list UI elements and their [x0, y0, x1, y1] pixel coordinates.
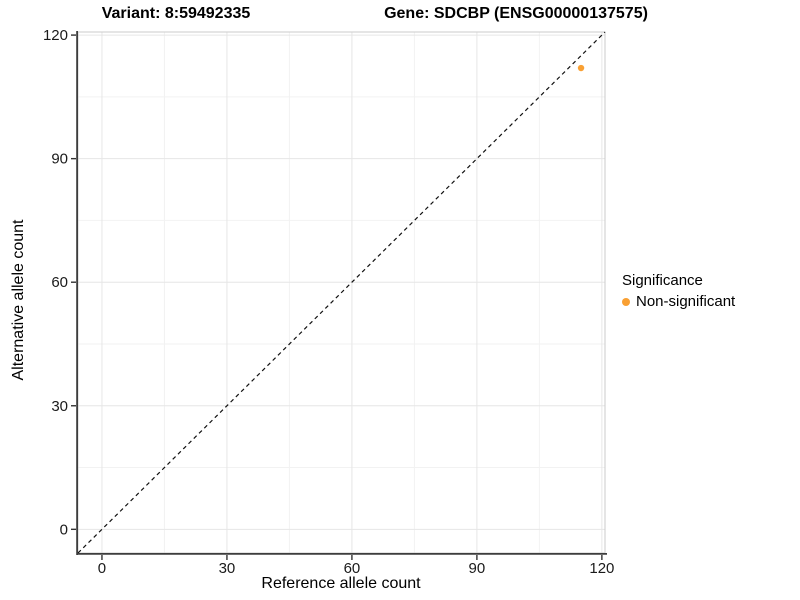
x-tick-label: 120	[589, 560, 614, 577]
legend-item-non-significant: Non-significant	[622, 293, 735, 310]
data-point	[577, 64, 585, 72]
y-tick-label: 0	[60, 521, 68, 538]
legend: Significance Non-significant	[622, 271, 735, 310]
gene-title: Gene: SDCBP (ENSG00000137575)	[384, 5, 648, 22]
x-tick-label: 0	[98, 560, 106, 577]
y-tick-label: 30	[51, 398, 68, 415]
legend-dot-icon	[622, 297, 630, 306]
x-tick-label: 30	[219, 560, 236, 577]
y-tick-label: 60	[51, 274, 68, 291]
x-axis-title: Reference allele count	[261, 575, 421, 592]
y-tick-label: 120	[43, 27, 68, 44]
variant-title: Variant: 8:59492335	[101, 5, 251, 22]
identity-line	[77, 31, 606, 554]
legend-title: Significance	[622, 272, 703, 289]
x-tick-label: 90	[469, 560, 486, 577]
y-tick-label: 90	[51, 151, 68, 168]
legend-item-label: Non-significant	[636, 293, 736, 310]
x-tick-label: 60	[344, 560, 361, 577]
